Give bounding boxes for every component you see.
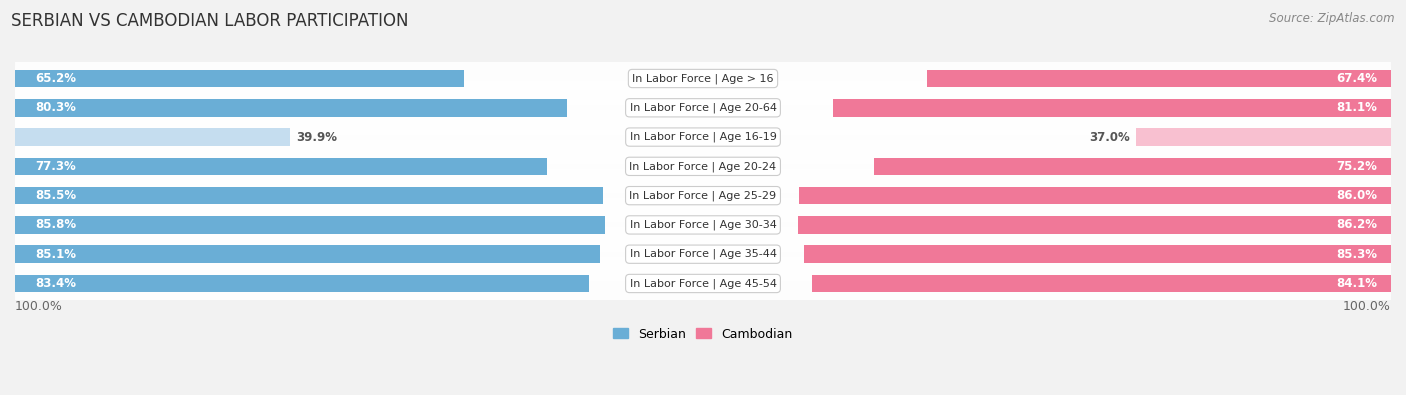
Text: 67.4%: 67.4%	[1336, 72, 1378, 85]
Text: Source: ZipAtlas.com: Source: ZipAtlas.com	[1270, 12, 1395, 25]
Text: In Labor Force | Age 30-34: In Labor Force | Age 30-34	[630, 220, 776, 230]
Bar	[800, 187, 1391, 205]
Bar	[15, 158, 547, 175]
FancyBboxPatch shape	[15, 52, 1391, 105]
Text: In Labor Force | Age 16-19: In Labor Force | Age 16-19	[630, 132, 776, 142]
Text: 65.2%: 65.2%	[35, 72, 77, 85]
Text: In Labor Force | Age 35-44: In Labor Force | Age 35-44	[630, 249, 776, 260]
Text: 100.0%: 100.0%	[15, 301, 63, 314]
FancyBboxPatch shape	[15, 110, 1391, 164]
Bar	[15, 245, 600, 263]
Bar	[15, 99, 568, 117]
Bar	[15, 70, 464, 87]
Text: In Labor Force | Age > 16: In Labor Force | Age > 16	[633, 73, 773, 84]
Text: 83.4%: 83.4%	[35, 277, 77, 290]
Bar	[1136, 128, 1391, 146]
Text: 77.3%: 77.3%	[35, 160, 76, 173]
Text: 37.0%: 37.0%	[1088, 131, 1129, 143]
Text: 85.8%: 85.8%	[35, 218, 77, 231]
Text: In Labor Force | Age 25-29: In Labor Force | Age 25-29	[630, 190, 776, 201]
Text: SERBIAN VS CAMBODIAN LABOR PARTICIPATION: SERBIAN VS CAMBODIAN LABOR PARTICIPATION	[11, 12, 409, 30]
Text: 85.5%: 85.5%	[35, 189, 77, 202]
Text: 86.2%: 86.2%	[1336, 218, 1378, 231]
FancyBboxPatch shape	[15, 198, 1391, 252]
Text: 86.0%: 86.0%	[1336, 189, 1378, 202]
Bar	[15, 128, 290, 146]
Text: 75.2%: 75.2%	[1336, 160, 1378, 173]
Text: 85.1%: 85.1%	[35, 248, 77, 261]
FancyBboxPatch shape	[15, 256, 1391, 310]
Bar	[832, 99, 1391, 117]
FancyBboxPatch shape	[15, 227, 1391, 281]
Bar	[15, 187, 603, 205]
Text: 100.0%: 100.0%	[1343, 301, 1391, 314]
Legend: Serbian, Cambodian: Serbian, Cambodian	[609, 323, 797, 346]
Bar	[813, 275, 1391, 292]
Bar	[15, 216, 606, 234]
Bar	[799, 216, 1391, 234]
Text: 81.1%: 81.1%	[1336, 101, 1378, 114]
FancyBboxPatch shape	[15, 139, 1391, 193]
Text: 39.9%: 39.9%	[297, 131, 337, 143]
Bar	[804, 245, 1391, 263]
Bar	[873, 158, 1391, 175]
Text: 85.3%: 85.3%	[1336, 248, 1378, 261]
Text: In Labor Force | Age 20-24: In Labor Force | Age 20-24	[630, 161, 776, 171]
Bar	[15, 275, 589, 292]
FancyBboxPatch shape	[15, 81, 1391, 135]
Text: 80.3%: 80.3%	[35, 101, 76, 114]
Bar	[928, 70, 1391, 87]
FancyBboxPatch shape	[15, 169, 1391, 222]
Text: In Labor Force | Age 45-54: In Labor Force | Age 45-54	[630, 278, 776, 289]
Text: In Labor Force | Age 20-64: In Labor Force | Age 20-64	[630, 103, 776, 113]
Text: 84.1%: 84.1%	[1336, 277, 1378, 290]
